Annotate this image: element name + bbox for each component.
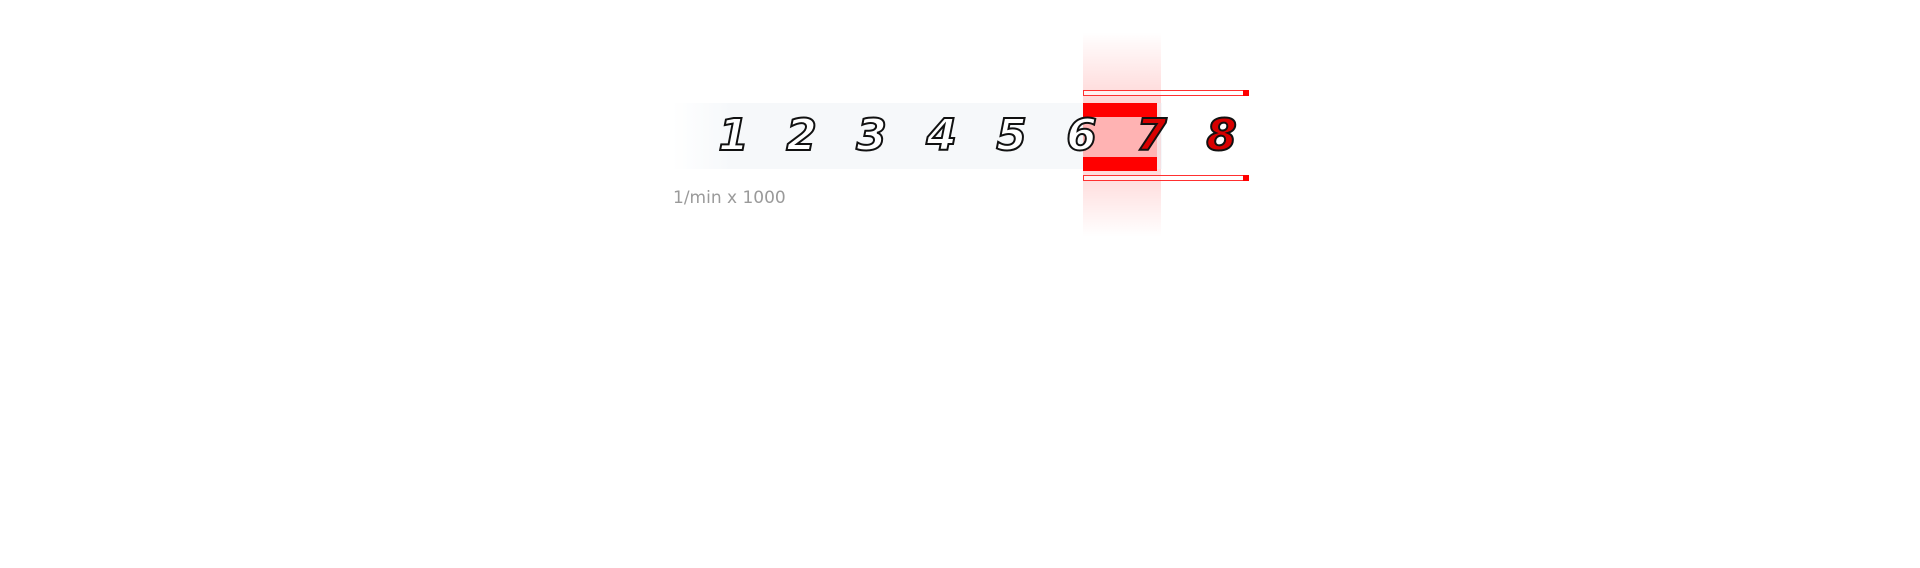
rpm-number-2: 2	[785, 109, 818, 162]
rpm-number-5: 5	[995, 109, 1028, 162]
redline-bar-bottom	[1083, 157, 1157, 171]
redline-bar-top	[1083, 103, 1157, 117]
redline-end-cap-bottom	[1243, 175, 1249, 181]
redline-frame-bottom	[1083, 175, 1248, 181]
scale-strip	[672, 103, 1162, 169]
redline-frame-top	[1083, 90, 1248, 96]
rpm-number-4: 4	[925, 109, 958, 162]
redline-end-cap-top	[1243, 90, 1249, 96]
rpm-number-7: 7	[1135, 109, 1168, 162]
rpm-number-6: 6	[1065, 109, 1098, 162]
unit-label: 1/min x 1000	[673, 188, 786, 208]
rpm-number-1: 1	[717, 109, 750, 162]
rpm-number-3: 3	[855, 109, 888, 162]
redline-zone	[1083, 117, 1157, 157]
rpm-number-8: 8	[1205, 109, 1238, 162]
